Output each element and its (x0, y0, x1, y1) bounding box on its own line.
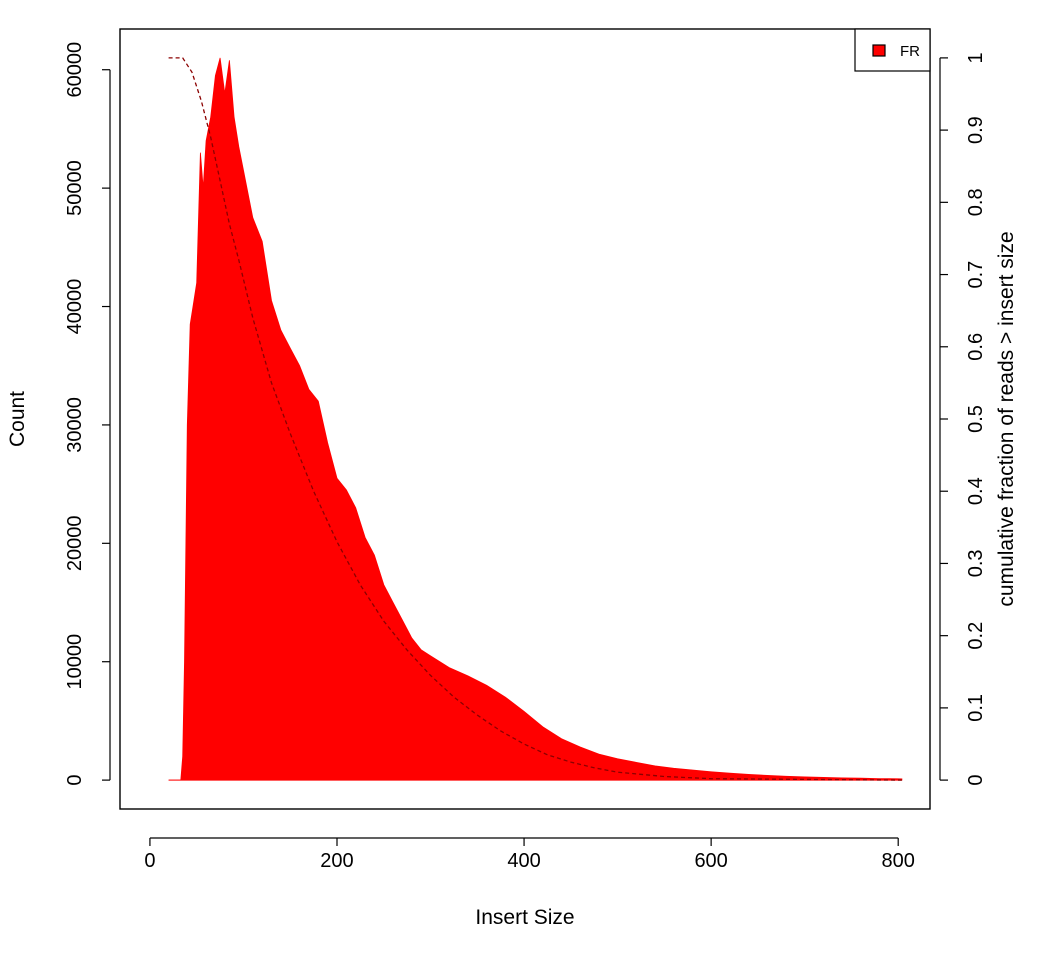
y-tick-label: 20000 (64, 515, 86, 571)
x-axis-label: Insert Size (475, 906, 574, 929)
y2-tick-label: 0.2 (965, 622, 987, 650)
y2-axis-label: cumulative fraction of reads > insert si… (995, 231, 1018, 606)
y-tick-label: 50000 (64, 160, 86, 216)
plot-frame (119, 28, 931, 810)
legend-label-fr: FR (900, 43, 920, 60)
y-tick-label: 40000 (64, 279, 86, 335)
x-tick-label: 600 (694, 850, 727, 872)
legend-box (854, 28, 931, 72)
y-axis-right: 0 0.1 0.2 0.3 0.4 0.5 0.6 0.7 0.8 0.9 1 (939, 52, 987, 786)
cumulative-line (168, 57, 902, 781)
x-tick-label: 0 (144, 850, 155, 872)
y2-tick-label: 0 (965, 775, 987, 786)
legend: FR (854, 28, 931, 72)
y-tick-label: 30000 (64, 397, 86, 453)
y2-tick-label: 1 (965, 52, 987, 63)
x-axis: 0 200 400 600 800 (144, 837, 915, 872)
y2-tick-label: 0.8 (965, 188, 987, 216)
x-tick-label: 200 (320, 850, 353, 872)
y2-tick-label: 0.7 (965, 261, 987, 289)
y2-tick-label: 0.1 (965, 694, 987, 722)
y2-tick-label: 0.6 (965, 333, 987, 361)
legend-swatch-fr (872, 44, 886, 57)
y2-tick-label: 0.3 (965, 549, 987, 577)
cumulative-line-upper (168, 57, 902, 781)
y-tick-label: 0 (64, 775, 86, 786)
x-tick-label: 800 (882, 850, 915, 872)
y2-tick-label: 0.9 (965, 116, 987, 144)
x-tick-label: 400 (507, 850, 540, 872)
y-axis-label: Count (6, 391, 29, 447)
histogram-area (168, 57, 903, 781)
y2-tick-label: 0.4 (965, 477, 987, 505)
histogram-bars (168, 57, 903, 781)
y-tick-label: 10000 (64, 634, 86, 690)
y-tick-label: 60000 (64, 42, 86, 98)
y2-tick-label: 0.5 (965, 405, 987, 433)
y-axis-left: 0 10000 20000 30000 40000 50000 60000 (64, 42, 111, 786)
